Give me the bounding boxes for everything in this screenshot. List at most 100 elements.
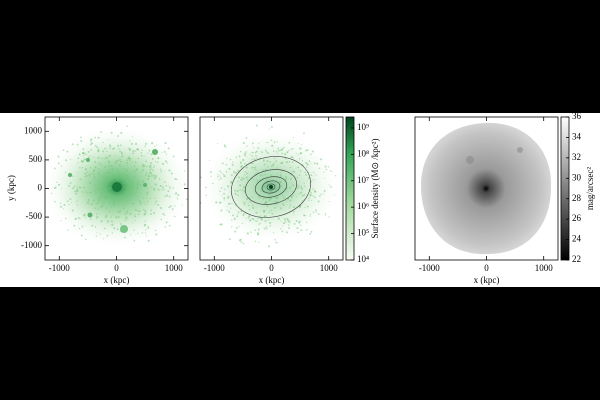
speckle (279, 171, 281, 174)
speckle (164, 142, 167, 145)
speckle (268, 245, 270, 248)
speckle (92, 156, 94, 158)
speckle (117, 135, 120, 137)
speckle (282, 204, 285, 207)
speckle (251, 155, 254, 157)
speckle (123, 186, 126, 188)
speckle (275, 241, 278, 244)
speckle (237, 194, 239, 197)
speckle (131, 136, 133, 138)
speckle (167, 185, 169, 187)
speckle (325, 215, 327, 217)
speckle (117, 211, 120, 213)
speckle (168, 206, 171, 209)
speckle (264, 173, 266, 176)
speckle (225, 170, 227, 172)
x-tick-label: -1000 (49, 263, 70, 273)
speckle (83, 186, 85, 189)
speckle (89, 139, 92, 142)
speckle (54, 200, 56, 203)
speckle (164, 214, 166, 216)
speckle (290, 156, 292, 158)
speckle (119, 160, 122, 163)
speckle (174, 215, 176, 218)
speckle (135, 142, 138, 145)
speckle (96, 215, 99, 218)
speckle (120, 155, 123, 157)
speckle (247, 179, 249, 181)
speckle (237, 213, 239, 215)
speckle (308, 160, 311, 162)
speckle (117, 144, 120, 147)
speckle (300, 185, 303, 188)
speckle (275, 188, 277, 191)
speckle (265, 215, 267, 217)
speckle (252, 218, 255, 221)
speckle (111, 214, 113, 216)
speckle (83, 158, 86, 161)
speckle (304, 185, 306, 187)
speckle (117, 195, 119, 197)
speckle (99, 188, 101, 190)
speckle (149, 213, 152, 216)
speckle (118, 174, 121, 177)
speckle (282, 222, 286, 225)
speckle (161, 152, 163, 154)
speckle (113, 174, 116, 177)
speckle (104, 190, 107, 194)
speckle (128, 188, 131, 190)
speckle (145, 165, 148, 168)
speckle (121, 199, 123, 201)
speckle (298, 220, 301, 223)
speckle (298, 185, 300, 187)
speckle (99, 194, 103, 197)
speckle (133, 229, 135, 231)
speckle (129, 140, 131, 142)
speckle (228, 210, 230, 212)
speckle (277, 217, 280, 220)
speckle (279, 181, 282, 184)
speckle (305, 161, 308, 165)
speckle (74, 190, 77, 193)
speckle (252, 204, 254, 207)
y-tick-label: 0 (38, 183, 43, 193)
speckle (253, 178, 255, 181)
speckle (154, 229, 157, 232)
speckle (119, 194, 121, 196)
speckle (118, 164, 121, 167)
speckle (271, 212, 274, 215)
speckle (172, 187, 174, 189)
speckle (142, 168, 145, 171)
speckle (116, 178, 119, 181)
speckle (115, 216, 118, 219)
speckle (257, 228, 260, 231)
speckle (144, 232, 147, 234)
speckle (113, 201, 115, 203)
x-tick-label: -1000 (204, 263, 225, 273)
speckle (283, 196, 285, 199)
speckle (228, 211, 230, 213)
speckle (183, 183, 186, 186)
speckle (258, 142, 260, 144)
speckle (164, 226, 167, 228)
speckle (267, 219, 269, 221)
speckle (128, 176, 130, 178)
speckle (58, 183, 61, 186)
speckle (154, 197, 157, 199)
speckle (110, 131, 113, 134)
speckle (113, 227, 116, 230)
speckle (244, 163, 246, 165)
speckle (110, 216, 112, 218)
speckle (150, 172, 153, 175)
speckle (317, 200, 320, 203)
speckle (260, 215, 262, 217)
speckle (155, 233, 158, 236)
speckle (126, 159, 128, 162)
speckle (156, 161, 159, 164)
speckle (163, 150, 166, 153)
speckle (309, 213, 311, 216)
speckle (262, 197, 265, 200)
speckle (307, 177, 310, 180)
speckle (159, 185, 162, 187)
speckle (244, 170, 246, 173)
